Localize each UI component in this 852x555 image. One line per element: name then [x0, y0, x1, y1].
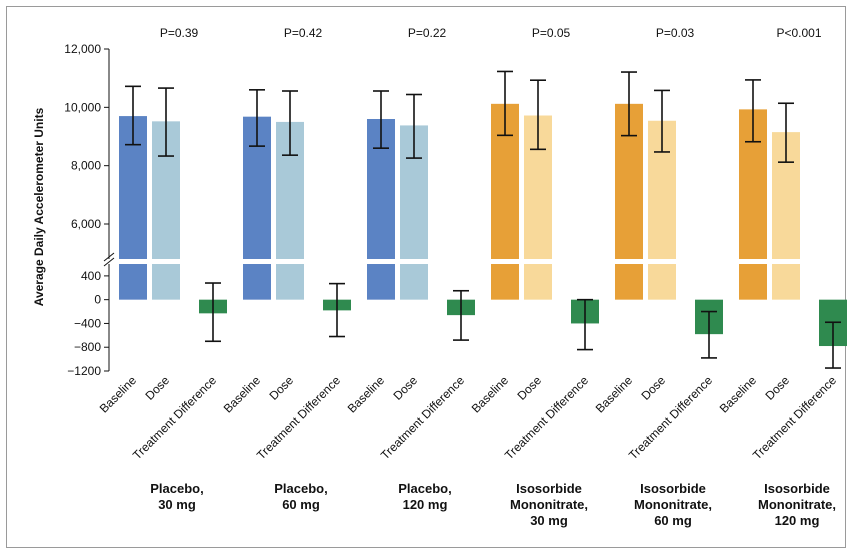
group-label: Isosorbide	[764, 481, 830, 496]
y-tick-label: 8,000	[71, 159, 101, 173]
dose-bar-lower	[772, 264, 800, 300]
dose-bar-lower	[152, 264, 180, 300]
bar-category-label: Baseline	[97, 373, 140, 416]
y-tick-label: −1200	[67, 364, 101, 378]
group-label: 60 mg	[654, 513, 692, 528]
bar-category-label: Dose	[638, 373, 668, 403]
bar-category-label: Baseline	[717, 373, 760, 416]
group-label: Mononitrate,	[510, 497, 588, 512]
group-label: 30 mg	[530, 513, 568, 528]
p-value-label: P=0.39	[160, 26, 199, 40]
bar-category-label: Treatment Difference	[750, 373, 839, 462]
axis-break-mark	[103, 252, 115, 262]
bar-category-label: Dose	[514, 373, 544, 403]
baseline-bar-lower	[243, 264, 271, 300]
group-label: 60 mg	[282, 497, 320, 512]
group-label: 120 mg	[775, 513, 820, 528]
p-value-label: P=0.42	[284, 26, 323, 40]
y-tick-label: −800	[74, 340, 101, 354]
dose-bar-lower	[648, 264, 676, 300]
p-value-label: P=0.05	[532, 26, 571, 40]
bar-category-label: Baseline	[345, 373, 388, 416]
group-label: Isosorbide	[516, 481, 582, 496]
dose-bar-lower	[400, 264, 428, 300]
axis-break-mark	[103, 257, 115, 267]
bar-chart: 6,000 8,000 10,000 12,000 −1200 −800 −400 0 400 A…	[32, 26, 847, 528]
group-label: 30 mg	[158, 497, 196, 512]
baseline-bar-lower	[615, 264, 643, 300]
chart-frame: 6,000 8,000 10,000 12,000 −1200 −800 −400 0 400 A…	[6, 6, 847, 548]
bar-category-label: Dose	[266, 373, 296, 403]
baseline-bar-lower	[119, 264, 147, 300]
y-axis-title: Average Daily Accelerometer Units	[32, 107, 46, 306]
baseline-bar-lower	[367, 264, 395, 300]
dose-bar-lower	[276, 264, 304, 300]
bar-category-label: Treatment Difference	[378, 373, 467, 462]
bar-category-label: Treatment Difference	[254, 373, 343, 462]
y-tick-label: 400	[81, 269, 101, 283]
bar-category-label: Dose	[762, 373, 792, 403]
bar-category-label: Treatment Difference	[502, 373, 591, 462]
bar-category-label: Dose	[142, 373, 172, 403]
dose-bar-lower	[524, 264, 552, 300]
group-label: 120 mg	[403, 497, 448, 512]
bar-category-label: Treatment Difference	[626, 373, 715, 462]
bar-category-label: Treatment Difference	[130, 373, 219, 462]
bar-category-label: Baseline	[221, 373, 264, 416]
y-tick-label: 10,000	[64, 100, 101, 114]
baseline-bar-lower	[739, 264, 767, 300]
group-label: Mononitrate,	[758, 497, 836, 512]
bar-category-label: Baseline	[469, 373, 512, 416]
p-value-label: P<0.001	[776, 26, 821, 40]
group-label: Placebo,	[398, 481, 451, 496]
bar-category-label: Dose	[390, 373, 420, 403]
p-value-label: P=0.22	[408, 26, 447, 40]
p-value-label: P=0.03	[656, 26, 695, 40]
group-label: Isosorbide	[640, 481, 706, 496]
group-label: Mononitrate,	[634, 497, 712, 512]
bar-category-label: Baseline	[593, 373, 636, 416]
group-label: Placebo,	[150, 481, 203, 496]
y-tick-label: 0	[94, 293, 101, 307]
baseline-bar-lower	[491, 264, 519, 300]
group-label: Placebo,	[274, 481, 327, 496]
y-tick-label: −400	[74, 316, 101, 330]
y-tick-label: 12,000	[64, 42, 101, 56]
y-tick-label: 6,000	[71, 217, 101, 231]
